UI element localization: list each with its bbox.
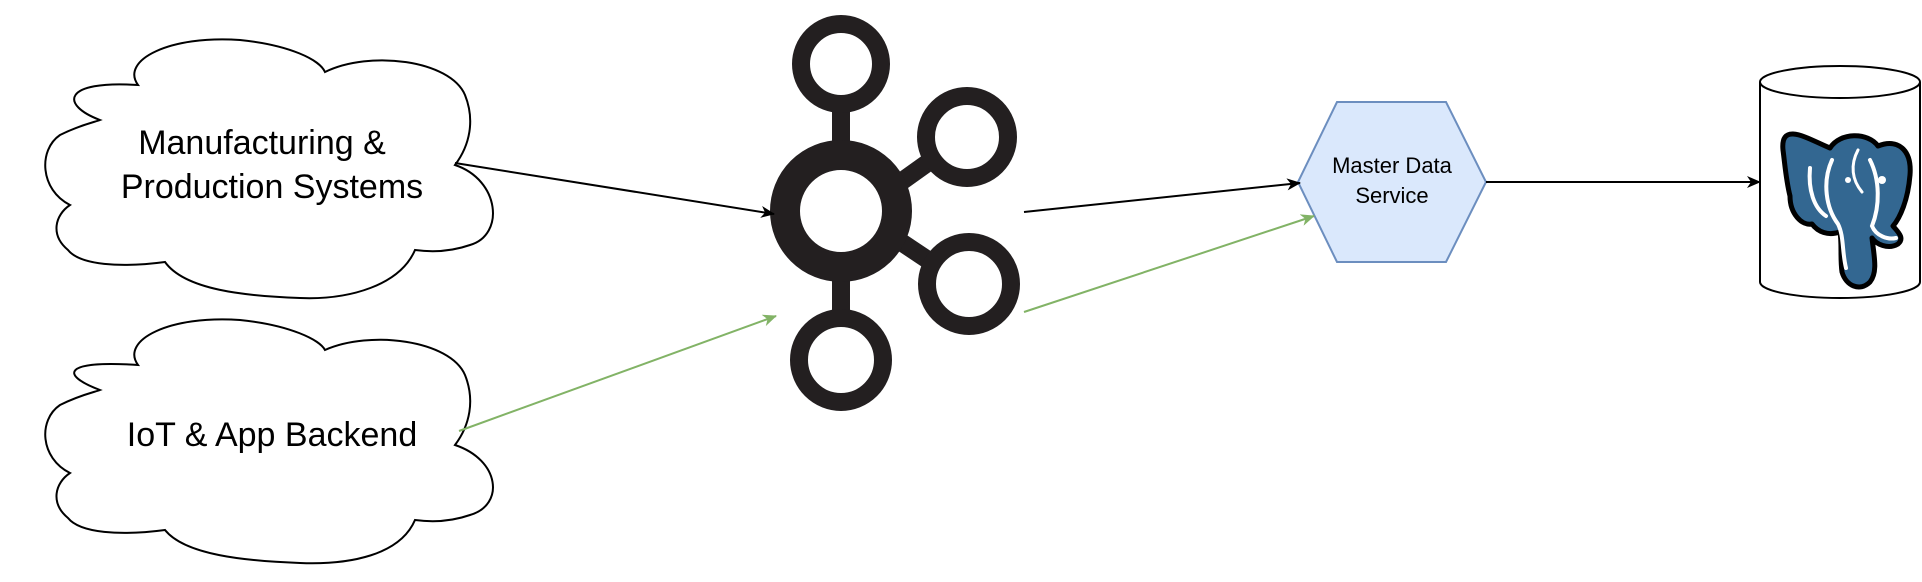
iot-app-backend-cloud[interactable]: IoT & App Backend	[44, 318, 494, 565]
cloud-shape	[44, 318, 494, 565]
postgresql-elephant-icon	[1780, 131, 1913, 290]
database-cylinder-top	[1759, 65, 1921, 99]
kafka-node-center	[770, 140, 912, 282]
manufacturing-label-line2: Production Systems	[121, 168, 423, 206]
postgresql-database[interactable]	[1759, 65, 1921, 299]
master-data-service-node[interactable]: Master Data Service	[1296, 101, 1488, 263]
master-data-service-label-line2: Service	[1355, 183, 1428, 208]
edge-kafka-to-master-data-service	[1023, 178, 1301, 213]
manufacturing-label-line1: Manufacturing &	[138, 124, 386, 162]
master-data-service-hexagon	[1296, 101, 1488, 263]
edge-kafka-to-master-data-service-green	[1023, 214, 1315, 313]
iot-label: IoT & App Backend	[127, 416, 417, 454]
master-data-service-label-line1: Master Data	[1332, 153, 1453, 178]
kafka-node-lower-right	[918, 233, 1020, 335]
manufacturing-systems-cloud[interactable]: Manufacturing & Production Systems	[44, 38, 494, 300]
kafka-node-upper-right	[917, 87, 1017, 187]
kafka-icon[interactable]	[770, 15, 1020, 411]
cloud-shape	[44, 38, 494, 300]
edge-iot-to-kafka	[458, 314, 777, 432]
edge-manufacturing-to-kafka	[454, 162, 775, 218]
kafka-node-bottom	[790, 309, 892, 411]
kafka-node-top	[792, 15, 890, 113]
kafka-connector-top	[832, 110, 850, 150]
kafka-connector-bottom	[832, 272, 850, 312]
